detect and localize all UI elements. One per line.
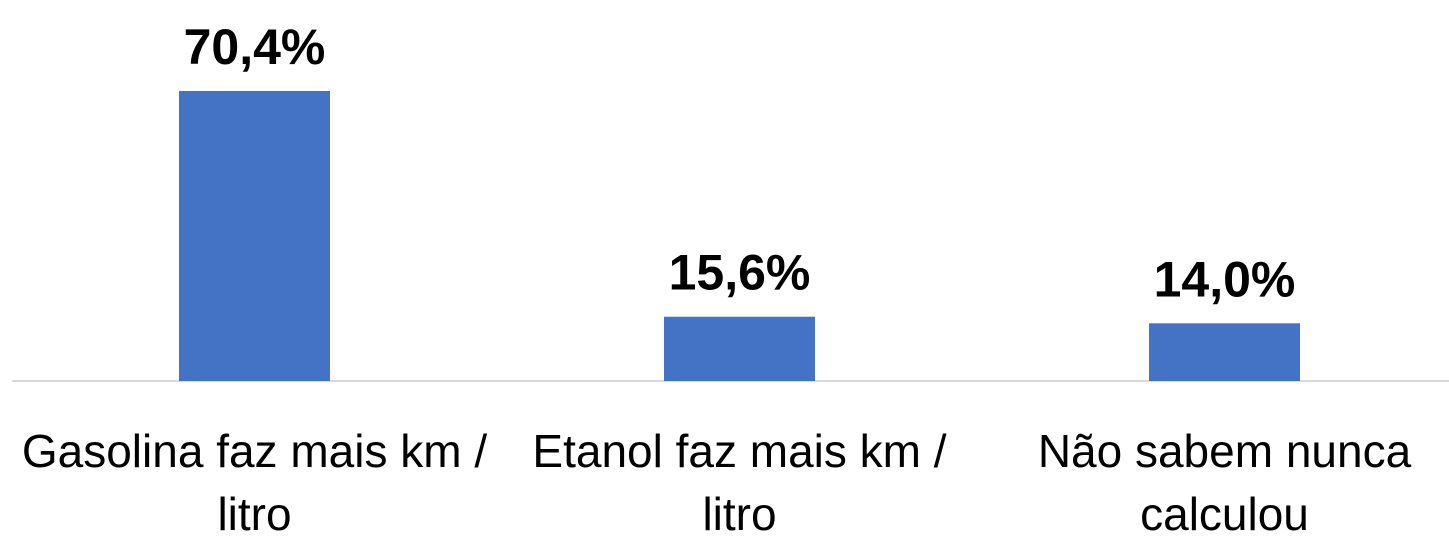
value-label: 15,6%	[669, 245, 811, 301]
x-tick-label: Etanol faz mais km / litro	[532, 425, 947, 540]
bar	[664, 316, 815, 381]
value-label: 70,4%	[184, 19, 326, 75]
x-tick-label: Gasolina faz mais km / litro	[21, 425, 488, 540]
value-label: 14,0%	[1154, 251, 1296, 307]
x-tick-label: Não sabem nunca calculou	[1037, 425, 1412, 540]
bar	[1149, 323, 1300, 381]
bar	[179, 91, 330, 381]
